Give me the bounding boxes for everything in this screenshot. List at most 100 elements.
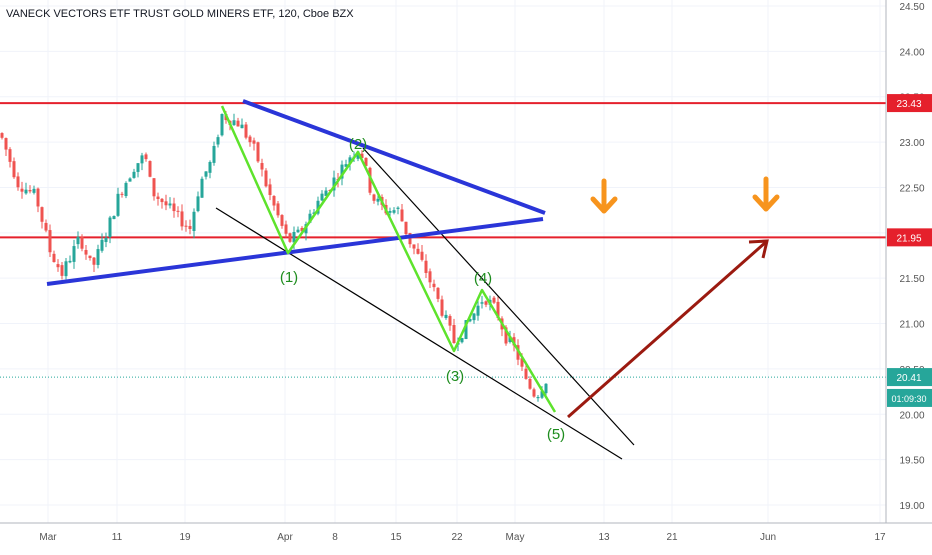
candle-body (204, 171, 208, 177)
candle-body (188, 226, 192, 229)
candle-body (12, 161, 16, 178)
candle-body (372, 194, 376, 201)
candle-body (364, 157, 368, 166)
candle-body (388, 211, 392, 213)
candle-body (76, 236, 80, 245)
candle-body (64, 261, 68, 277)
price-tag-label: 20.41 (896, 373, 921, 384)
x-tick-label: 22 (451, 532, 463, 543)
candle-body (164, 201, 168, 206)
candle-body (540, 391, 544, 398)
candle-body (92, 257, 96, 265)
candle-body (428, 271, 432, 283)
y-tick-label: 21.50 (899, 274, 924, 285)
candle-body (252, 140, 256, 144)
candle-body (416, 248, 420, 254)
candle-body (172, 203, 176, 212)
candle-body (404, 221, 408, 235)
candle-body (268, 184, 272, 196)
candle-body (432, 283, 436, 288)
candle-body (148, 161, 152, 177)
wave-label-2: (2) (349, 136, 367, 153)
drawings: (1) (2) (3) (4) (5) (46, 99, 780, 460)
candle-body (460, 338, 464, 343)
candle-body (112, 216, 116, 220)
candle-body (16, 176, 20, 188)
candle-body (396, 207, 400, 209)
candle-body (80, 236, 84, 249)
candle-body (180, 211, 184, 227)
wave-label-4: (4) (474, 270, 492, 287)
candle-body (492, 297, 496, 303)
triangle-lower-line (46, 217, 544, 286)
down-arrow-icon (590, 178, 618, 214)
candle-body (8, 149, 12, 162)
candle-body (40, 207, 44, 222)
candle-body (0, 133, 4, 138)
candle-body (152, 178, 156, 197)
candle-body (48, 230, 52, 253)
candle-body (420, 251, 424, 260)
candle-body (140, 155, 144, 164)
y-tick-label: 20.00 (899, 410, 924, 421)
x-tick-label: 15 (390, 532, 402, 543)
candle-body (368, 167, 372, 193)
candle-body (300, 227, 304, 232)
candle-body (72, 246, 76, 262)
candle-body (412, 244, 416, 249)
candle-body (52, 253, 56, 263)
y-tick-label: 24.50 (899, 2, 924, 13)
candle-body (236, 120, 240, 127)
candle-body (440, 299, 444, 316)
candle-body (160, 198, 164, 203)
candle-body (20, 188, 24, 192)
candle-body (24, 189, 28, 194)
y-tick-label: 19.50 (899, 456, 924, 467)
candle-body (280, 215, 284, 226)
y-tick-label: 21.00 (899, 320, 924, 331)
candle-body (296, 229, 300, 233)
x-tick-label: Jun (760, 532, 776, 543)
time-axis: Mar 11 19 Apr 8 15 22 May 13 21 Jun 17 (0, 522, 932, 550)
candle-body (4, 138, 8, 150)
candle-body (504, 327, 508, 344)
candle-body (424, 260, 428, 273)
candle-body (96, 249, 100, 265)
candle-body (468, 319, 472, 322)
wedge-upper-line (362, 147, 635, 446)
y-tick-label: 22.50 (899, 183, 924, 194)
price-tag (887, 228, 932, 247)
candle-body (196, 196, 200, 212)
candle-body (316, 200, 320, 214)
candle-body (232, 120, 236, 126)
wedge-lower-line (215, 207, 623, 460)
x-tick-label: 11 (112, 532, 123, 543)
candle-body (168, 203, 172, 206)
x-tick-label: 21 (666, 532, 678, 543)
candle-body (544, 383, 548, 394)
candle-body (536, 397, 540, 399)
candle-body (208, 162, 212, 173)
candle-body (476, 305, 480, 316)
candle-body (444, 314, 448, 319)
grid (0, 0, 886, 523)
candle-body (88, 255, 92, 259)
candle-body (392, 210, 396, 213)
candle-body (100, 239, 104, 251)
candle-body (248, 136, 252, 143)
candle-body (68, 260, 72, 263)
x-tick-label: 8 (332, 532, 338, 543)
y-tick-label: 24.00 (899, 47, 924, 58)
candle-body (480, 302, 484, 304)
price-tag (887, 388, 932, 407)
candle-body (472, 313, 476, 321)
candle-body (360, 153, 364, 159)
candle-body (56, 264, 60, 268)
candle-body (60, 265, 64, 276)
candle-body (28, 190, 32, 192)
candle-body (220, 114, 224, 136)
candle-body (192, 211, 196, 232)
candle-body (528, 379, 532, 389)
